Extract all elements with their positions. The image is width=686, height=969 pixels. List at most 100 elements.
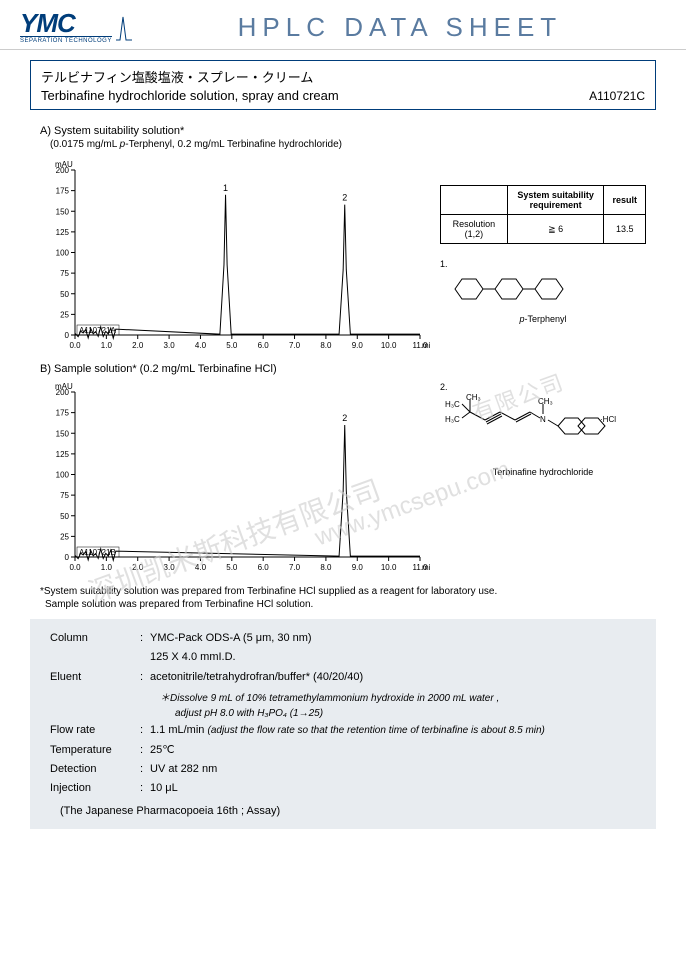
svg-text:10.0: 10.0 — [381, 341, 397, 350]
document-title-box: テルビナフィン塩酸塩液・スプレー・クリーム Terbinafine hydroc… — [30, 60, 656, 110]
svg-text:4.0: 4.0 — [195, 341, 207, 350]
title-japanese: テルビナフィン塩酸塩液・スプレー・クリーム — [41, 67, 645, 86]
svg-text:200: 200 — [56, 388, 70, 397]
footnote: *System suitability solution was prepare… — [40, 585, 686, 611]
svg-text:0.0: 0.0 — [69, 341, 81, 350]
chrom-a-sublabel: (0.0175 mg/mL p-Terphenyl, 0.2 mg/mL Ter… — [50, 139, 646, 150]
svg-text:0: 0 — [65, 331, 70, 340]
footnote-line1: *System suitability solution was prepare… — [40, 585, 686, 598]
svg-text:H₃C: H₃C — [445, 400, 460, 409]
svg-text:3.0: 3.0 — [164, 563, 176, 572]
logo-subtitle: SEPARATION TECHNOLOGY — [20, 36, 112, 44]
content-area: A) System suitability solution* (0.0175 … — [0, 115, 686, 577]
cond-temp-label: Temperature — [50, 743, 140, 758]
svg-text:CH₃: CH₃ — [466, 393, 481, 402]
svg-text:min: min — [422, 563, 430, 572]
svg-text:4.0: 4.0 — [195, 563, 207, 572]
cond-column-val2: 125 X 4.0 mmI.D. — [150, 650, 636, 665]
svg-text:7.0: 7.0 — [289, 563, 301, 572]
svg-text:50: 50 — [60, 512, 69, 521]
svg-text:75: 75 — [60, 491, 69, 500]
compound-1-name: p-Terphenyl — [440, 314, 646, 324]
svg-text:100: 100 — [56, 471, 70, 480]
svg-text:N: N — [540, 415, 546, 424]
cond-flow-label: Flow rate — [50, 723, 140, 738]
compound-1-number: 1. — [440, 259, 646, 269]
svg-text:10.0: 10.0 — [381, 563, 397, 572]
cond-column-val: YMC-Pack ODS-A (5 μm, 30 nm) — [150, 631, 636, 646]
svg-text:min: min — [422, 341, 430, 350]
svg-text:1.0: 1.0 — [101, 563, 113, 572]
cond-injection-label: Injection — [50, 781, 140, 796]
svg-text:0: 0 — [65, 553, 70, 562]
cond-injection-val: 10 μL — [150, 781, 636, 796]
svg-text:A110721B: A110721B — [79, 548, 116, 557]
cond-detection-label: Detection — [50, 762, 140, 777]
cond-temp-val: 25℃ — [150, 743, 636, 758]
compound-1-structure: 1. p-Terphenyl — [440, 259, 646, 324]
cond-reference: (The Japanese Pharmacopoeia 16th ; Assay… — [60, 805, 636, 817]
svg-text:175: 175 — [56, 187, 70, 196]
svg-text:25: 25 — [60, 532, 69, 541]
table-header-req: System suitability requirement — [507, 186, 604, 215]
svg-text:H₃C: H₃C — [445, 415, 460, 424]
logo-text: YMC — [20, 10, 75, 36]
svg-text:6.0: 6.0 — [258, 341, 270, 350]
svg-text:125: 125 — [56, 450, 70, 459]
svg-text:150: 150 — [56, 429, 70, 438]
svg-text:8.0: 8.0 — [320, 563, 332, 572]
svg-text:8.0: 8.0 — [320, 341, 332, 350]
result-table: System suitability requirement result Re… — [440, 185, 646, 244]
cond-eluent-note2: adjust pH 8.0 with H₃PO₄ (1→25) — [175, 708, 636, 719]
compound-2-structure: 2. H₃C H₃C CH₃ — [440, 382, 646, 477]
compound-2-name: Terbinafine hydrochloride — [440, 467, 646, 477]
title-english: Terbinafine hydrochloride solution, spra… — [41, 88, 645, 103]
svg-text:125: 125 — [56, 228, 70, 237]
cond-eluent-val: acetonitrile/tetrahydrofran/buffer* (40/… — [150, 670, 636, 685]
conditions-panel: Column : YMC-Pack ODS-A (5 μm, 30 nm) 12… — [30, 619, 656, 829]
cond-column-label: Column — [50, 631, 140, 646]
cond-eluent-note1: ＊Dissolve 9 mL of 10% tetramethylammoniu… — [160, 689, 636, 704]
compound-2-number: 2. — [440, 382, 646, 392]
svg-text:1.0: 1.0 — [101, 341, 113, 350]
svg-text:9.0: 9.0 — [352, 341, 364, 350]
svg-text:0.0: 0.0 — [69, 563, 81, 572]
svg-text:75: 75 — [60, 269, 69, 278]
logo: YMC SEPARATION TECHNOLOGY — [20, 10, 112, 44]
svg-text:7.0: 7.0 — [289, 341, 301, 350]
svg-text:9.0: 9.0 — [352, 563, 364, 572]
svg-text:50: 50 — [60, 290, 69, 299]
cond-eluent-label: Eluent — [50, 670, 140, 685]
footnote-line2: Sample solution was prepared from Terbin… — [45, 598, 686, 611]
table-req-value: ≧ 6 — [507, 215, 604, 244]
page-header: YMC SEPARATION TECHNOLOGY HPLC DATA SHEE… — [0, 0, 686, 50]
cond-flow-val: 1.1 mL/min (adjust the flow rate so that… — [150, 723, 636, 738]
svg-text:2: 2 — [342, 413, 347, 423]
svg-text:CH₃: CH₃ — [538, 397, 553, 406]
table-header-blank — [441, 186, 508, 215]
svg-text:2.0: 2.0 — [132, 341, 144, 350]
svg-text:2: 2 — [342, 193, 347, 203]
document-code: A110721C — [589, 89, 645, 103]
sheet-title: HPLC DATA SHEET — [134, 12, 666, 43]
svg-text:A110721A: A110721A — [79, 326, 116, 335]
svg-text:100: 100 — [56, 249, 70, 258]
table-header-result: result — [604, 186, 646, 215]
chrom-b-label: B) Sample solution* (0.2 mg/mL Terbinafi… — [40, 363, 646, 375]
svg-text:1: 1 — [223, 183, 228, 193]
cond-detection-val: UV at 282 nm — [150, 762, 636, 777]
table-row-label: Resolution (1,2) — [441, 215, 508, 244]
svg-text:25: 25 — [60, 310, 69, 319]
svg-text:150: 150 — [56, 207, 70, 216]
svg-text:·HCl: ·HCl — [600, 415, 616, 424]
chromatogram-a: mAU02550751001251501752000.01.02.03.04.0… — [40, 155, 430, 355]
svg-text:2.0: 2.0 — [132, 563, 144, 572]
svg-text:5.0: 5.0 — [226, 563, 238, 572]
logo-peak-icon — [114, 12, 134, 42]
table-result-value: 13.5 — [604, 215, 646, 244]
svg-text:3.0: 3.0 — [164, 341, 176, 350]
svg-text:175: 175 — [56, 409, 70, 418]
svg-text:5.0: 5.0 — [226, 341, 238, 350]
svg-text:6.0: 6.0 — [258, 563, 270, 572]
chromatogram-b: mAU02550751001251501752000.01.02.03.04.0… — [40, 377, 430, 577]
